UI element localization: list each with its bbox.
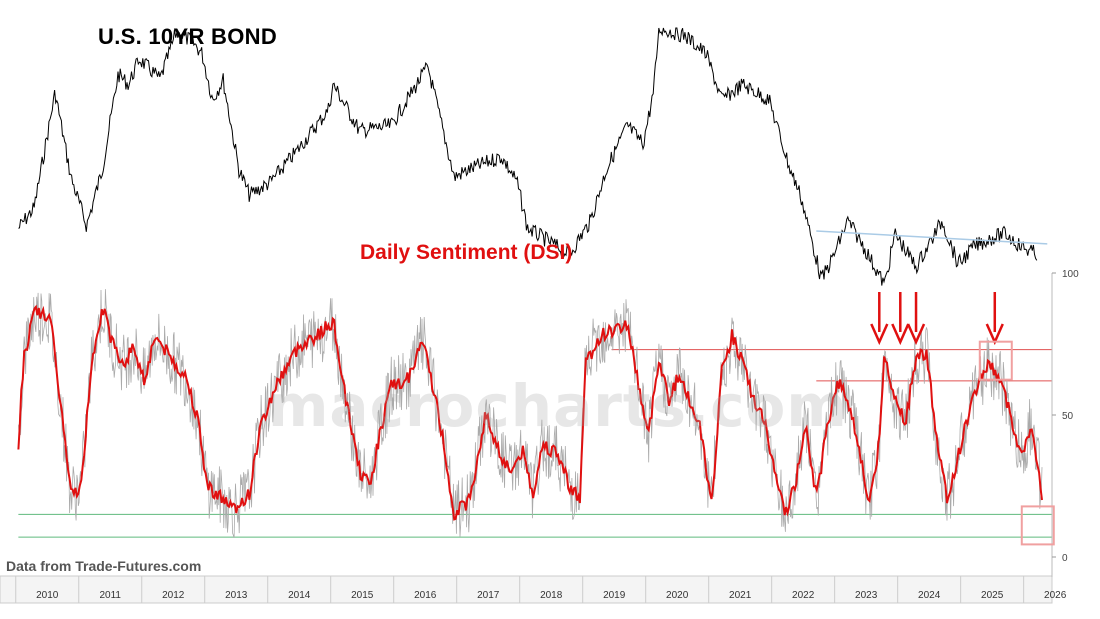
- x-tick-label-2012: 2012: [162, 590, 185, 601]
- arrowhead-0: [870, 323, 889, 346]
- x-tick-label-2019: 2019: [603, 590, 626, 601]
- x-tick-label-2020: 2020: [666, 590, 689, 601]
- x-axis: 2010 2011 2012 2013 2014 2015 2016 2017 2018 2019…: [0, 575, 1067, 604]
- data-source-label: Data from Trade-Futures.com: [6, 558, 202, 574]
- y-tick-label-50: 50: [1062, 411, 1074, 422]
- dsi-chart-title: Daily Sentiment (DSI): [360, 241, 573, 264]
- x-tick-label-2023: 2023: [855, 590, 878, 601]
- y-axis: 100 50 0: [1051, 269, 1079, 577]
- x-tick-label-2014: 2014: [288, 590, 311, 601]
- arrowhead-1: [891, 323, 910, 346]
- x-tick-label-2010: 2010: [36, 590, 59, 601]
- annotations: [870, 292, 1055, 546]
- dsi-smoothed-line: [17, 304, 1043, 521]
- price-panel: [18, 27, 1048, 286]
- x-tick-label-2015: 2015: [351, 590, 374, 601]
- price-trendline: [816, 230, 1048, 245]
- price-line: [18, 27, 1038, 286]
- x-tick-label-2013: 2013: [225, 590, 248, 601]
- x-tick-label-2016: 2016: [414, 590, 437, 601]
- x-tick-label-2021: 2021: [729, 590, 752, 601]
- x-axis-band: [0, 575, 1053, 604]
- highlight-box-5: [1020, 505, 1055, 546]
- watermark: macrocharts.com: [268, 372, 848, 440]
- y-tick-label-100: 100: [1062, 269, 1079, 280]
- arrowhead-2: [906, 323, 926, 346]
- x-tick-label-2017: 2017: [477, 590, 500, 601]
- x-tick-label-2026: 2026: [1044, 590, 1067, 601]
- x-tick-label-2018: 2018: [540, 590, 563, 601]
- price-chart-title: U.S. 10YR BOND: [98, 24, 278, 49]
- y-tick-label-0: 0: [1062, 553, 1068, 564]
- dsi-panel: [17, 289, 1053, 538]
- highlight-box-4: [978, 340, 1013, 381]
- x-tick-label-2022: 2022: [792, 590, 815, 601]
- x-tick-label-2025: 2025: [981, 590, 1004, 601]
- x-tick-label-2011: 2011: [99, 590, 121, 601]
- x-tick-label-2024: 2024: [918, 590, 941, 601]
